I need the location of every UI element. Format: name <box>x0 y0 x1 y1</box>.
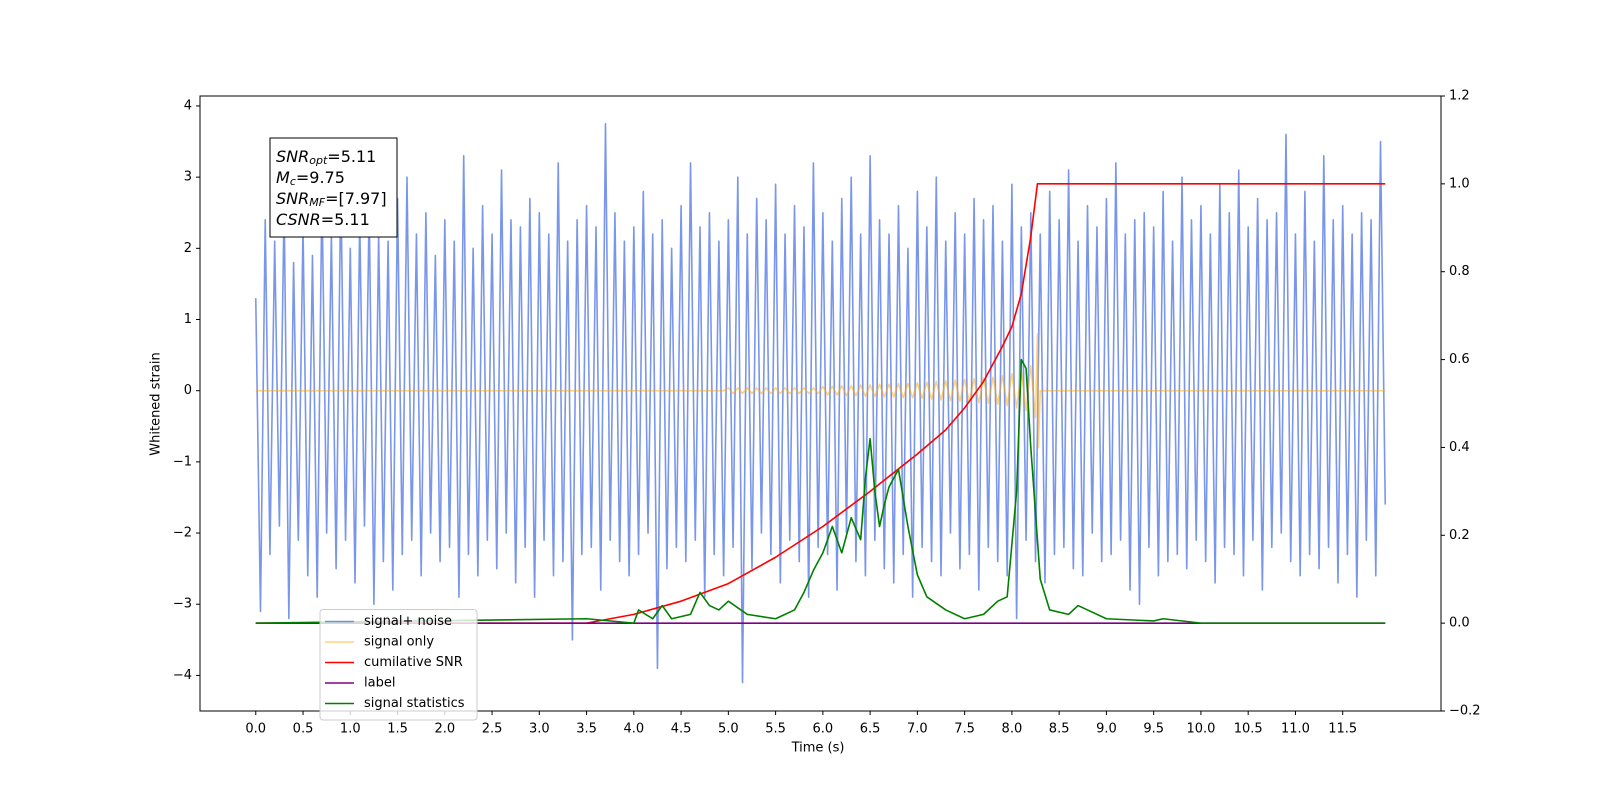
series-line <box>255 358 1386 624</box>
y-tick-label: 3 <box>184 170 192 185</box>
x-tick-label: 0.5 <box>293 722 314 737</box>
y-tick-label: 1 <box>184 312 192 327</box>
y-tick-label: −1 <box>173 454 192 469</box>
x-tick-label: 0.0 <box>245 722 266 737</box>
y2-tick-label: 0.8 <box>1449 264 1470 279</box>
y-axis-label: Whitened strain <box>149 352 164 455</box>
x-axis-label: Time (s) <box>791 741 845 756</box>
stats-symbol: M <box>276 168 290 187</box>
x-tick-label: 1.5 <box>387 722 408 737</box>
x-tick-label: 11.5 <box>1328 722 1357 737</box>
legend-frame <box>319 609 478 721</box>
stats-symbol: CSNR <box>276 210 321 229</box>
series-line <box>255 183 1386 624</box>
stats-line: SNRMF=[7.97] <box>276 189 387 210</box>
y2-tick-label: 0.0 <box>1449 616 1470 631</box>
x-tick-label: 2.5 <box>482 722 503 737</box>
stats-subscript: c <box>290 175 296 188</box>
x-tick-label: 2.0 <box>434 722 455 737</box>
stats-frame <box>269 137 398 238</box>
legend-label: signal+ noise <box>364 614 452 629</box>
plot-frame <box>199 95 1442 712</box>
x-tick-label: 9.5 <box>1143 722 1164 737</box>
x-tick-label: 3.0 <box>529 722 550 737</box>
stats-symbol: SNR <box>276 189 309 208</box>
x-tick-label: 4.0 <box>623 722 644 737</box>
x-tick-label: 6.5 <box>860 722 881 737</box>
x-tick-label: 10.5 <box>1234 722 1263 737</box>
legend-label: cumilative SNR <box>364 655 463 670</box>
y2-tick-label: 0.4 <box>1449 440 1470 455</box>
y2-tick-label: 1.2 <box>1449 89 1470 104</box>
y2-tick-label: 0.6 <box>1449 352 1470 367</box>
stats-value: =5.11 <box>321 210 370 229</box>
stats-value: =9.75 <box>296 168 345 187</box>
stats-symbol: SNR <box>276 147 309 166</box>
y-tick-label: −3 <box>173 597 192 612</box>
x-tick-label: 9.0 <box>1096 722 1117 737</box>
legend-label: label <box>364 676 395 691</box>
x-tick-label: 10.0 <box>1186 722 1215 737</box>
stats-line: SNRopt=5.11 <box>276 147 376 168</box>
x-tick-label: 11.0 <box>1281 722 1310 737</box>
x-tick-label: 3.5 <box>576 722 597 737</box>
x-tick-label: 5.0 <box>718 722 739 737</box>
legend: signal+ noise signal only cumilative SNR la… <box>319 609 478 721</box>
x-tick-label: 4.5 <box>671 722 692 737</box>
y2-tick-label: 1.0 <box>1449 176 1470 191</box>
y-tick-label: 4 <box>184 98 192 113</box>
legend-label: signal only <box>364 635 434 650</box>
x-tick-label: 6.0 <box>813 722 834 737</box>
series-line <box>254 122 1387 684</box>
legend-label: signal statistics <box>364 696 465 711</box>
x-tick-label: 7.5 <box>954 722 975 737</box>
x-tick-label: 8.5 <box>1049 722 1070 737</box>
stats-value: =5.11 <box>327 147 376 166</box>
stats-subscript: opt <box>309 154 328 167</box>
stats-value: =[7.97] <box>325 189 387 208</box>
plot-area <box>254 122 1387 684</box>
x-tick-label: 1.0 <box>340 722 361 737</box>
stats-line: Mc=9.75 <box>276 168 345 189</box>
x-tick-label: 7.0 <box>907 722 928 737</box>
y2-tick-label: 0.2 <box>1449 528 1470 543</box>
x-tick-label: 5.5 <box>765 722 786 737</box>
stats-subscript: MF <box>309 196 325 209</box>
y-tick-label: 2 <box>184 241 192 256</box>
y-tick-label: 0 <box>184 383 192 398</box>
stats-line: CSNR=5.11 <box>276 210 370 229</box>
y2-tick-label: −0.2 <box>1449 704 1481 719</box>
series-line <box>255 332 1386 449</box>
x-tick-label: 8.0 <box>1002 722 1023 737</box>
y-tick-label: −4 <box>173 668 192 683</box>
y-tick-label: −2 <box>173 526 192 541</box>
